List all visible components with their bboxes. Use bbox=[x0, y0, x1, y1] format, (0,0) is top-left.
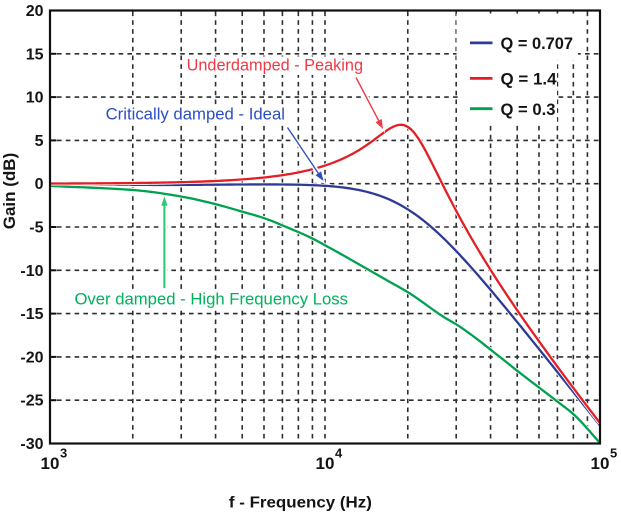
svg-text:Underdamped - Peaking: Underdamped - Peaking bbox=[187, 56, 363, 74]
svg-text:10: 10 bbox=[316, 454, 335, 473]
svg-text:Q = 0.3: Q = 0.3 bbox=[501, 101, 556, 119]
svg-text:10: 10 bbox=[591, 454, 610, 473]
svg-text:Over damped - High Frequency L: Over damped - High Frequency Loss bbox=[74, 290, 348, 309]
svg-text:20: 20 bbox=[26, 3, 44, 20]
svg-text:Critically damped - Ideal: Critically damped - Ideal bbox=[106, 105, 285, 123]
svg-text:4: 4 bbox=[335, 446, 343, 461]
svg-text:Q = 1.4: Q = 1.4 bbox=[501, 71, 558, 89]
svg-text:10: 10 bbox=[41, 454, 60, 473]
svg-text:-25: -25 bbox=[20, 393, 43, 410]
svg-text:3: 3 bbox=[60, 446, 67, 461]
svg-text:Gain (dB): Gain (dB) bbox=[0, 153, 19, 230]
svg-text:-15: -15 bbox=[20, 306, 43, 323]
svg-text:-20: -20 bbox=[20, 349, 43, 366]
svg-text:f - Frequency (Hz): f - Frequency (Hz) bbox=[229, 495, 372, 512]
svg-text:15: 15 bbox=[26, 46, 44, 63]
svg-text:Q = 0.707: Q = 0.707 bbox=[501, 35, 574, 53]
svg-text:10: 10 bbox=[26, 90, 44, 107]
svg-text:-5: -5 bbox=[29, 220, 43, 237]
svg-text:5: 5 bbox=[610, 446, 617, 461]
svg-text:0: 0 bbox=[35, 176, 44, 193]
svg-text:-10: -10 bbox=[20, 263, 43, 280]
svg-text:-30: -30 bbox=[20, 436, 43, 453]
svg-text:5: 5 bbox=[35, 133, 44, 150]
